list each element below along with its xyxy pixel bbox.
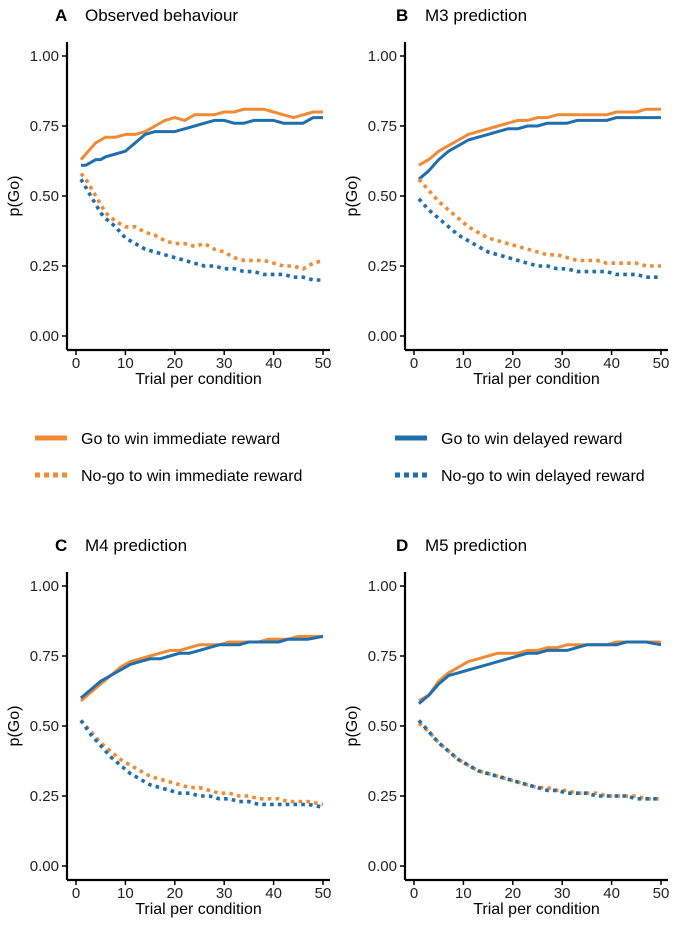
series-line-go-to-win-immediate-reward <box>418 640 661 703</box>
legend-label: No-go to win delayed reward <box>441 468 645 485</box>
series-line-go-to-win-delayed-reward <box>417 640 662 705</box>
x-tick-label: 30 <box>216 885 233 902</box>
legend-label: Go to win delayed reward <box>441 431 622 448</box>
x-tick-label: 40 <box>603 355 620 372</box>
panel-title: M3 prediction <box>425 6 527 25</box>
y-tick-label: 1.00 <box>368 578 397 595</box>
x-tick-label: 10 <box>117 355 134 372</box>
y-tick-label: 0.75 <box>368 118 397 135</box>
series-line-no-go-to-win-immediate-reward <box>79 172 324 271</box>
panel-letter: A <box>55 6 67 25</box>
x-tick-label: 0 <box>410 885 418 902</box>
y-tick-label: 0.75 <box>30 118 59 135</box>
x-tick-label: 30 <box>216 355 233 372</box>
x-tick-label: 40 <box>265 885 282 902</box>
panel-a: A Observed behaviour 0.00 0.25 0.50 0.75 1.00 0… <box>6 6 331 388</box>
y-tick-label: 0.50 <box>368 188 397 205</box>
x-tick-label: 50 <box>653 885 670 902</box>
x-tick-label: 50 <box>315 885 332 902</box>
y-tick-label: 0.00 <box>368 328 397 345</box>
y-axis-label: p(Go) <box>6 176 23 217</box>
y-tick-label: 0.00 <box>368 858 397 875</box>
series-line-no-go-to-win-immediate-reward <box>79 719 324 807</box>
x-axis-label: Trial per condition <box>473 371 600 388</box>
x-tick-label: 30 <box>554 885 571 902</box>
legend-label: No-go to win immediate reward <box>81 468 302 485</box>
legend-entry: Go to win delayed reward <box>395 431 622 448</box>
y-tick-label: 0.25 <box>368 258 397 275</box>
x-tick-label: 20 <box>504 885 521 902</box>
series-line-go-to-win-delayed-reward <box>80 116 323 167</box>
series-line-go-to-win-delayed-reward <box>417 116 661 181</box>
y-tick-label: 0.25 <box>368 788 397 805</box>
panel-c: C M4 prediction 0.00 0.25 0.50 0.75 1.00 0 10 20 3… <box>6 536 331 918</box>
series-line-go-to-win-immediate-reward <box>418 107 661 167</box>
panel-title: M5 prediction <box>425 536 527 555</box>
legend-entry: Go to win immediate reward <box>35 431 280 448</box>
panel-b: B M3 prediction 0.00 0.25 0.50 0.75 1.00 0 10 20 3… <box>344 6 669 388</box>
series-line-go-to-win-immediate-reward <box>79 634 323 702</box>
y-tick-label: 1.00 <box>368 48 397 65</box>
y-axis-label: p(Go) <box>344 176 361 217</box>
y-tick-label: 0.50 <box>30 188 59 205</box>
panel-d: D M5 prediction 0.00 0.25 0.50 0.75 1.00 0 10 20 3… <box>344 536 669 918</box>
series-line-go-to-win-delayed-reward <box>79 634 324 700</box>
y-tick-label: 0.75 <box>368 648 397 665</box>
x-tick-label: 0 <box>72 885 80 902</box>
series-line-no-go-to-win-delayed-reward <box>417 719 661 801</box>
legend-entry: No-go to win immediate reward <box>35 468 302 485</box>
x-axis-label: Trial per condition <box>135 371 262 388</box>
panel-title: Observed behaviour <box>85 6 238 25</box>
x-tick-label: 10 <box>117 885 134 902</box>
series-line-no-go-to-win-immediate-reward <box>417 178 661 268</box>
x-tick-label: 20 <box>504 355 521 372</box>
x-axis-label: Trial per condition <box>473 901 600 918</box>
y-tick-label: 0.50 <box>368 718 397 735</box>
panel-letter: C <box>55 536 67 555</box>
x-tick-label: 10 <box>455 885 472 902</box>
y-tick-label: 0.00 <box>30 328 59 345</box>
series-line-no-go-to-win-delayed-reward <box>79 719 324 809</box>
series-line-no-go-to-win-delayed-reward <box>79 178 323 282</box>
panel-title: M4 prediction <box>85 536 187 555</box>
x-tick-label: 20 <box>166 885 183 902</box>
x-tick-label: 0 <box>410 355 418 372</box>
y-axis-label: p(Go) <box>6 706 23 747</box>
x-tick-label: 40 <box>265 355 282 372</box>
x-tick-label: 50 <box>315 355 332 372</box>
y-tick-label: 1.00 <box>30 578 59 595</box>
x-tick-label: 20 <box>166 355 183 372</box>
panel-letter: D <box>396 536 408 555</box>
x-tick-label: 0 <box>72 355 80 372</box>
legend-label: Go to win immediate reward <box>81 431 280 448</box>
x-tick-label: 10 <box>455 355 472 372</box>
x-tick-label: 50 <box>653 355 670 372</box>
legend: Go to win immediate reward Go to win dela… <box>35 431 645 485</box>
y-axis-label: p(Go) <box>344 706 361 747</box>
x-tick-label: 30 <box>554 355 571 372</box>
y-tick-label: 0.50 <box>30 718 59 735</box>
series-line-go-to-win-immediate-reward <box>79 107 323 161</box>
series-line-no-go-to-win-delayed-reward <box>417 197 661 279</box>
legend-entry: No-go to win delayed reward <box>395 468 645 485</box>
y-tick-label: 0.00 <box>30 858 59 875</box>
y-tick-label: 0.75 <box>30 648 59 665</box>
y-tick-label: 0.25 <box>30 788 59 805</box>
x-axis-label: Trial per condition <box>135 901 262 918</box>
x-tick-label: 40 <box>603 885 620 902</box>
y-tick-label: 0.25 <box>30 258 59 275</box>
y-tick-label: 1.00 <box>30 48 59 65</box>
panel-letter: B <box>396 6 408 25</box>
